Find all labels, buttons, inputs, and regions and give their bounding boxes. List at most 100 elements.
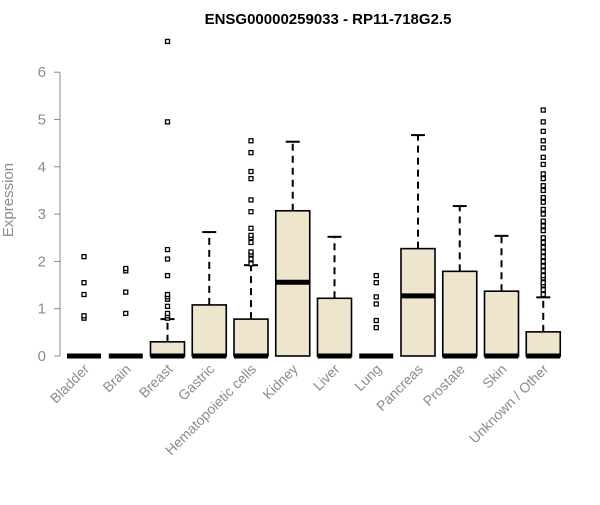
outlier-point — [540, 249, 546, 255]
x-tick-label: Kidney — [259, 361, 301, 403]
outlier-point — [81, 254, 87, 260]
box-group — [441, 205, 478, 359]
outlier-point — [540, 280, 546, 286]
y-tick-label: 6 — [38, 64, 46, 81]
x-tick-label: Brain — [99, 361, 133, 395]
outlier-point — [123, 310, 129, 317]
box-group — [149, 38, 186, 359]
outlier-point — [123, 265, 129, 272]
outlier-point — [123, 289, 129, 295]
x-tick-label: Skin — [479, 361, 510, 392]
outlier-point — [540, 194, 546, 201]
outlier-point — [540, 128, 546, 134]
outlier-point — [248, 261, 254, 267]
outlier-point — [540, 218, 546, 224]
outlier-point — [540, 291, 546, 298]
outlier-point — [540, 244, 546, 250]
outlier-point — [540, 223, 546, 229]
outlier-point — [164, 291, 171, 298]
plot-area — [67, 38, 562, 359]
box-group — [274, 140, 311, 357]
box-body — [233, 318, 269, 357]
box-group — [316, 235, 353, 359]
outlier-point — [164, 256, 171, 262]
outlier-point — [81, 291, 87, 298]
outlier-point — [248, 209, 254, 215]
outlier-point — [540, 239, 546, 246]
outlier-point — [81, 313, 87, 319]
outlier-point — [540, 287, 546, 293]
outlier-point — [540, 161, 546, 168]
outlier-point — [373, 317, 379, 324]
box-group — [359, 272, 394, 359]
outlier-point — [373, 301, 379, 307]
x-tick-label: Lung — [351, 361, 384, 394]
outlier-point — [540, 228, 546, 234]
outlier-point — [164, 38, 171, 45]
outlier-point — [164, 246, 171, 253]
x-tick-label: Breast — [136, 361, 176, 401]
box-group — [400, 134, 436, 357]
outlier-point — [248, 168, 254, 175]
box-group — [67, 254, 101, 359]
outlier-point — [540, 171, 546, 177]
outlier-point — [540, 211, 546, 217]
outlier-point — [373, 294, 379, 300]
outlier-point — [248, 149, 254, 156]
outlier-point — [248, 239, 254, 246]
x-tick-label: Liver — [310, 361, 343, 394]
y-tick-label: 3 — [38, 206, 46, 223]
outlier-point — [248, 197, 254, 203]
outlier-point — [81, 280, 87, 286]
y-tick-label: 0 — [38, 348, 46, 365]
outlier-point — [540, 107, 546, 113]
box-body — [191, 304, 228, 357]
outlier-point — [248, 138, 254, 144]
y-tick-label: 5 — [38, 112, 46, 129]
outlier-point — [373, 272, 379, 279]
outlier-point — [373, 280, 379, 286]
outlier-point — [373, 324, 379, 331]
y-axis-label: Expression — [0, 163, 17, 237]
outlier-point — [540, 119, 546, 125]
x-tick-label: Bladder — [47, 361, 93, 407]
outlier-point — [248, 256, 254, 262]
box-body — [316, 297, 353, 357]
outlier-point — [540, 254, 546, 260]
y-tick-label: 2 — [38, 253, 46, 270]
box-group — [191, 231, 228, 359]
outlier-point — [540, 183, 546, 189]
outlier-point — [540, 263, 546, 269]
y-axis: 0 1 2 3 4 5 6 — [38, 64, 61, 365]
outlier-point — [164, 310, 171, 317]
y-tick-label: 4 — [38, 159, 46, 176]
outlier-point — [248, 232, 254, 239]
box-group — [233, 138, 269, 359]
x-tick-label: Unknown / Other — [466, 361, 552, 447]
box-body — [525, 331, 562, 357]
outlier-point — [540, 187, 546, 194]
outlier-point — [164, 272, 171, 279]
box-body — [441, 270, 478, 357]
outlier-point — [540, 206, 546, 213]
outlier-point — [248, 175, 254, 182]
box-body — [400, 247, 436, 357]
outlier-point — [540, 199, 546, 205]
box-group — [525, 107, 562, 359]
outlier-point — [540, 272, 546, 279]
outlier-point — [540, 175, 546, 182]
outlier-point — [540, 138, 546, 144]
box-group — [483, 234, 520, 359]
chart-title: ENSG00000259033 - RP11-718G2.5 — [205, 11, 452, 28]
x-tick-label: Prostate — [420, 361, 468, 409]
y-tick-label: 1 — [38, 301, 46, 318]
outlier-point — [164, 119, 171, 125]
box-body — [483, 290, 520, 357]
box-group — [108, 265, 143, 359]
outlier-point — [540, 154, 546, 160]
outlier-point — [164, 303, 171, 309]
outlier-point — [540, 235, 546, 241]
